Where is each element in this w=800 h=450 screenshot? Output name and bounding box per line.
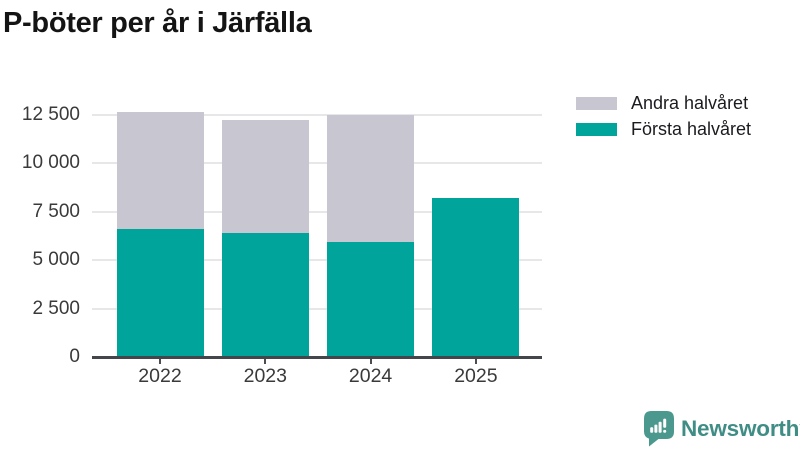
y-axis-tick-label: 5 000 [32,249,80,270]
chart-title: P-böter per år i Järfälla [3,7,312,39]
x-axis-tick-label: 2024 [348,365,393,387]
bar-segment-2024-första-halvåret [327,241,415,357]
y-axis-tick-label: 0 [69,346,80,367]
newsworthy-logo-text: Newsworthy [681,416,800,441]
bar-segment-2025-första-halvåret [432,197,520,357]
x-axis-tick-mark [474,358,477,364]
legend-item: Första halvåret [576,116,751,142]
y-axis-tick-label: 2 500 [32,297,80,319]
bar-segment-2022-första-halvåret [116,228,204,357]
legend-label: Första halvåret [631,118,752,139]
legend-swatch [576,122,617,136]
legend-label: Andra halvåret [631,92,749,113]
bar-segment-2023-andra-halvåret [221,120,309,233]
legend-swatch [576,96,617,110]
gridline [92,307,542,310]
legend-item: Andra halvåret [576,90,751,116]
newsworthy-logo[interactable]: Newsworthy [644,411,800,447]
bar-segment-2022-andra-halvåret [116,111,204,229]
x-axis-tick-label: 2022 [138,365,182,387]
x-axis-tick-mark [369,358,372,364]
y-axis-tick-label: 7 500 [32,200,80,222]
bar-segment-2023-första-halvåret [221,232,309,357]
y-axis-tick-label: 12 500 [21,103,80,125]
y-axis-tick-label: 10 000 [21,152,80,173]
x-axis-tick-label: 2025 [454,365,498,387]
x-axis-tick-label: 2023 [243,365,287,387]
x-axis-tick-mark [159,358,161,364]
gridline [92,113,542,116]
x-axis-line [92,356,542,359]
gridline [92,259,542,261]
bar-segment-2024-andra-halvåret [327,114,415,242]
gridline [92,162,542,164]
x-axis-tick-mark [264,358,267,364]
newsworthy-bubble-icon [644,411,674,447]
legend: Andra halvåret Första halvåret [576,90,751,142]
gridline [92,210,542,213]
